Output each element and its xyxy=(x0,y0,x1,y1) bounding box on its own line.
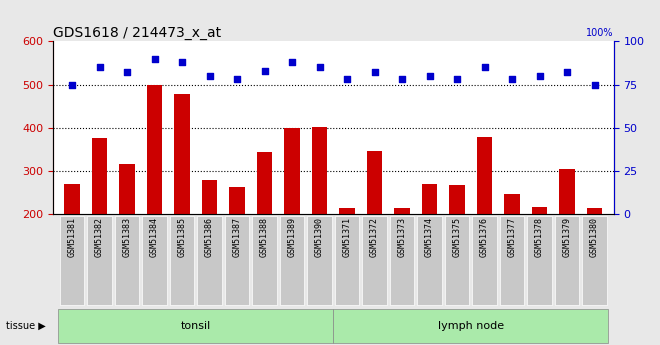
Text: GSM51387: GSM51387 xyxy=(232,217,242,257)
Point xyxy=(314,65,325,70)
FancyBboxPatch shape xyxy=(527,216,552,305)
Bar xyxy=(202,180,217,214)
Bar xyxy=(174,94,189,214)
Text: GSM51374: GSM51374 xyxy=(425,217,434,257)
Bar xyxy=(284,128,300,214)
Text: 100%: 100% xyxy=(586,28,614,38)
FancyBboxPatch shape xyxy=(59,216,84,305)
Point xyxy=(479,65,490,70)
Point xyxy=(287,59,298,65)
FancyBboxPatch shape xyxy=(472,216,497,305)
Point xyxy=(205,73,215,79)
Point xyxy=(370,70,380,75)
Point xyxy=(452,77,463,82)
Point xyxy=(149,56,160,61)
Text: GSM51383: GSM51383 xyxy=(123,217,131,257)
Point xyxy=(232,77,242,82)
Bar xyxy=(65,184,80,214)
FancyBboxPatch shape xyxy=(224,216,249,305)
Bar xyxy=(587,208,602,214)
Point xyxy=(177,59,187,65)
Point xyxy=(342,77,352,82)
Text: GSM51388: GSM51388 xyxy=(260,217,269,257)
Text: GSM51385: GSM51385 xyxy=(178,217,187,257)
Text: GSM51389: GSM51389 xyxy=(288,217,296,257)
FancyBboxPatch shape xyxy=(554,216,579,305)
Bar xyxy=(119,164,135,214)
Bar xyxy=(532,207,547,214)
Text: GSM51372: GSM51372 xyxy=(370,217,379,257)
FancyBboxPatch shape xyxy=(500,216,525,305)
Text: GSM51375: GSM51375 xyxy=(453,217,461,257)
Bar xyxy=(422,184,437,214)
Bar xyxy=(477,137,492,214)
Bar xyxy=(504,194,519,214)
FancyBboxPatch shape xyxy=(197,216,222,305)
Bar xyxy=(257,152,272,214)
FancyBboxPatch shape xyxy=(142,216,167,305)
Text: GSM51379: GSM51379 xyxy=(562,217,572,257)
Text: GSM51382: GSM51382 xyxy=(95,217,104,257)
FancyBboxPatch shape xyxy=(333,309,609,343)
Bar xyxy=(92,138,107,214)
Point xyxy=(562,70,572,75)
Point xyxy=(259,68,270,73)
Text: GSM51386: GSM51386 xyxy=(205,217,214,257)
FancyBboxPatch shape xyxy=(115,216,139,305)
Text: GSM51371: GSM51371 xyxy=(343,217,352,257)
Text: tissue ▶: tissue ▶ xyxy=(7,321,46,331)
Text: GSM51378: GSM51378 xyxy=(535,217,544,257)
FancyBboxPatch shape xyxy=(307,216,332,305)
FancyBboxPatch shape xyxy=(445,216,469,305)
Point xyxy=(67,82,77,87)
Text: GSM51380: GSM51380 xyxy=(590,217,599,257)
Bar xyxy=(449,185,465,214)
FancyBboxPatch shape xyxy=(58,309,333,343)
FancyBboxPatch shape xyxy=(582,216,607,305)
Text: tonsil: tonsil xyxy=(181,321,211,331)
Text: GSM51376: GSM51376 xyxy=(480,217,489,257)
Point xyxy=(535,73,545,79)
FancyBboxPatch shape xyxy=(335,216,360,305)
Bar xyxy=(367,151,382,214)
FancyBboxPatch shape xyxy=(362,216,387,305)
Text: GSM51390: GSM51390 xyxy=(315,217,324,257)
Text: GDS1618 / 214473_x_at: GDS1618 / 214473_x_at xyxy=(53,26,221,40)
Bar xyxy=(560,169,575,214)
FancyBboxPatch shape xyxy=(170,216,195,305)
FancyBboxPatch shape xyxy=(389,216,414,305)
Point xyxy=(122,70,133,75)
FancyBboxPatch shape xyxy=(252,216,277,305)
FancyBboxPatch shape xyxy=(417,216,442,305)
Bar xyxy=(230,187,245,214)
Bar xyxy=(395,208,410,214)
Text: GSM51384: GSM51384 xyxy=(150,217,159,257)
FancyBboxPatch shape xyxy=(280,216,304,305)
Bar xyxy=(312,127,327,214)
Text: GSM51381: GSM51381 xyxy=(67,217,77,257)
Point xyxy=(424,73,435,79)
Text: GSM51377: GSM51377 xyxy=(508,217,517,257)
Text: GSM51373: GSM51373 xyxy=(397,217,407,257)
Point xyxy=(397,77,407,82)
Bar xyxy=(339,208,354,214)
Text: lymph node: lymph node xyxy=(438,321,504,331)
FancyBboxPatch shape xyxy=(87,216,112,305)
Point xyxy=(589,82,600,87)
Bar xyxy=(147,85,162,214)
Point xyxy=(94,65,105,70)
Point xyxy=(507,77,517,82)
